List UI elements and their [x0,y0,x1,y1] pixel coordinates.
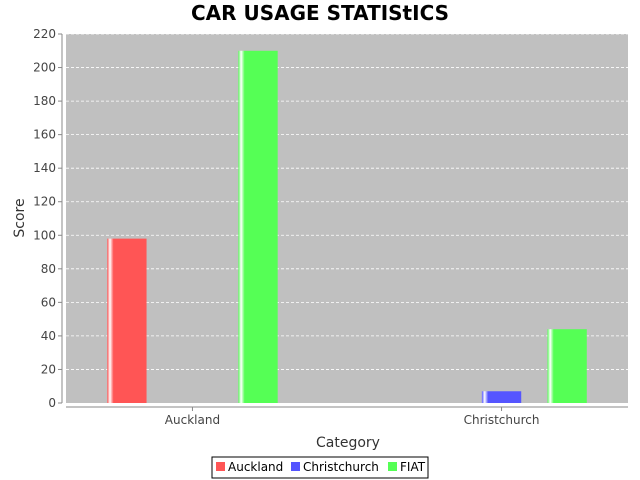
y-tick-label: 20 [41,362,56,376]
legend-swatch-fiat [388,462,397,471]
legend-label-christchurch: Christchurch [303,460,379,474]
y-axis-label: Score [12,198,28,237]
y-tick-label: 160 [33,128,56,142]
bar-fiat-christchurch [547,329,587,403]
y-tick-label: 180 [33,94,56,108]
y-tick-label: 100 [33,228,56,242]
x-ticks: Auckland Christchurch [165,407,540,427]
y-tick-label: 80 [41,262,56,276]
legend-swatch-auckland [216,462,225,471]
y-tick-label: 0 [48,396,56,410]
legend: Auckland Christchurch FIAT [211,456,429,479]
grid [66,33,628,370]
chart-title: CAR USAGE STATIStICS [191,1,449,25]
bar-fiat-auckland [238,50,278,403]
legend-swatch-christchurch [291,462,300,471]
y-tick-label: 60 [41,295,56,309]
legend-label-auckland: Auckland [228,460,283,474]
y-tick-label: 120 [33,195,56,209]
bars [107,50,587,403]
x-tick-label: Auckland [165,413,220,427]
y-tick-label: 220 [33,27,56,41]
bar-christchurch-christchurch [481,391,522,403]
bar-auckland-auckland [107,238,147,403]
legend-label-fiat: FIAT [400,460,426,474]
y-tick-label: 40 [41,329,56,343]
x-axis-label: Category [316,435,380,451]
x-tick-label: Christchurch [464,413,540,427]
y-tick-label: 200 [33,61,56,75]
y-tick-label: 140 [33,161,56,175]
y-ticks: 0 20 40 60 80 100 120 140 160 180 200 220 [33,27,62,410]
plot-area [66,34,628,403]
legend-box [211,456,429,479]
